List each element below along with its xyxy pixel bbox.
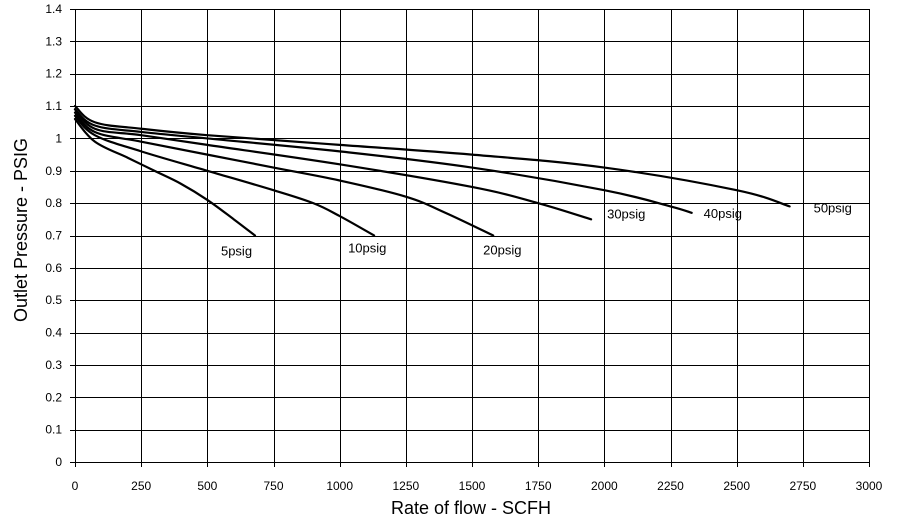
tick-labels: 0 250 500 750 1000 1250 1500 1750 2000 2250 2500 27… (45, 2, 882, 493)
series-line-5psig (73, 117, 257, 237)
x-tick-label: 750 (263, 479, 283, 493)
series-label-30psig: 30psig (607, 206, 645, 221)
series-line-50psig (73, 104, 791, 208)
x-tick-label: 2250 (657, 479, 684, 493)
y-tick-label: 1.3 (45, 34, 62, 48)
series-line-20psig (73, 111, 495, 237)
x-tick-label: 1750 (525, 479, 552, 493)
x-tick-label: 1000 (326, 479, 353, 493)
y-tick-label: 0.8 (45, 196, 62, 210)
x-tick-label: 500 (197, 479, 217, 493)
y-tick-label: 0.5 (45, 293, 62, 307)
series-label-5psig: 5psig (221, 244, 252, 259)
y-tick-label: 1 (55, 131, 62, 145)
series-label-50psig: 50psig (814, 200, 852, 215)
x-tick-label: 3000 (856, 479, 883, 493)
x-tick-label: 0 (72, 479, 79, 493)
x-tick-label: 2500 (723, 479, 750, 493)
y-tick-label: 1.2 (45, 67, 62, 81)
series-lines (73, 104, 791, 237)
y-tick-label: 1.4 (45, 2, 62, 16)
x-axis-title: Rate of flow - SCFH (391, 498, 551, 518)
series-label-20psig: 20psig (483, 243, 521, 258)
y-tick-label: 0.2 (45, 390, 62, 404)
y-tick-label: 0 (55, 455, 62, 469)
y-tick-label: 0.1 (45, 423, 62, 437)
y-axis-title: Outlet Pressure - PSIG (11, 138, 31, 322)
grid (70, 9, 870, 467)
y-tick-label: 0.6 (45, 261, 62, 275)
series-labels: 5psig 10psig 20psig 30psig 40psig 50psig (221, 200, 852, 258)
x-tick-label: 2000 (591, 479, 618, 493)
x-tick-label: 2750 (789, 479, 816, 493)
series-label-10psig: 10psig (348, 241, 386, 256)
series-line-40psig (73, 108, 693, 214)
x-tick-label: 250 (131, 479, 151, 493)
x-tick-label: 1250 (392, 479, 419, 493)
series-line-30psig (73, 108, 593, 221)
series-label-40psig: 40psig (704, 206, 742, 221)
series-line-10psig (73, 114, 376, 237)
y-tick-label: 0.3 (45, 358, 62, 372)
x-tick-label: 1500 (459, 479, 486, 493)
y-tick-label: 0.9 (45, 164, 62, 178)
y-tick-label: 1.1 (45, 99, 62, 113)
y-tick-label: 0.4 (45, 326, 62, 340)
y-tick-label: 0.7 (45, 229, 62, 243)
